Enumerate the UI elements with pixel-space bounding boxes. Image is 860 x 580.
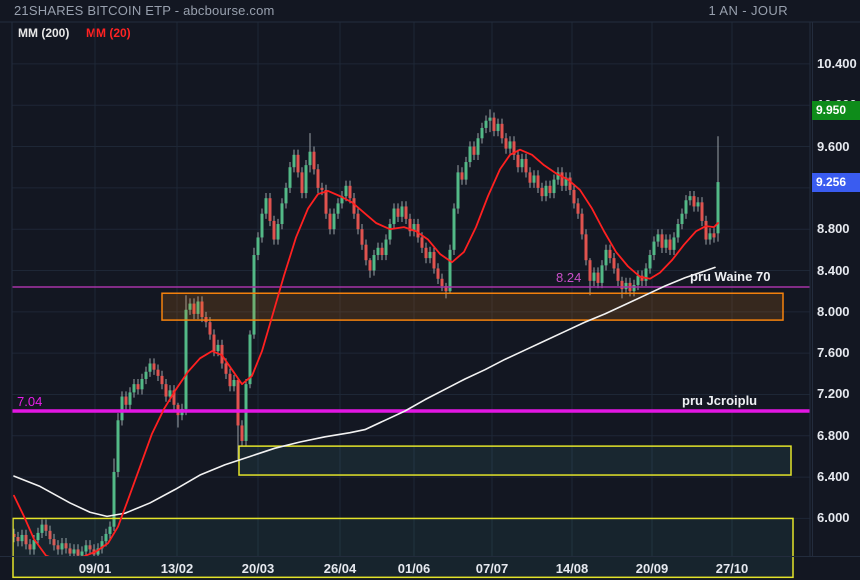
- y-axis-label: 7.600: [817, 345, 850, 361]
- y-axis-label: 6.000: [817, 510, 850, 526]
- time-axis[interactable]: [0, 556, 860, 580]
- y-axis-label: 6.800: [817, 427, 850, 443]
- y-axis-label: 6.400: [817, 469, 850, 485]
- x-axis-label: 20/09: [635, 561, 669, 576]
- candles: [12, 109, 720, 556]
- y-axis-label: 8.400: [817, 262, 850, 278]
- x-axis-label: 14/08: [555, 561, 589, 576]
- x-axis-label: 26/04: [323, 561, 357, 576]
- y-axis-label: 7.200: [817, 386, 850, 402]
- y-axis-label: 10.400: [817, 55, 857, 71]
- y-axis-label: 8.800: [817, 221, 850, 237]
- pru-waine-label[interactable]: pru Waine 70: [690, 269, 771, 285]
- ma20-line: [13, 148, 719, 556]
- price-badge-last: 9.256: [812, 172, 860, 192]
- y-axis-label: 9.600: [817, 138, 850, 154]
- price-axis[interactable]: [812, 22, 860, 556]
- x-axis-label: 13/02: [160, 561, 194, 576]
- resistance-zone-orange[interactable]: [161, 292, 784, 321]
- legend-mm20[interactable]: MM (20): [86, 26, 131, 40]
- y-axis-label: 8.000: [817, 303, 850, 319]
- header-bar: 21SHARES BITCOIN ETP - abcbourse.com 1 A…: [0, 0, 860, 22]
- level-7-04-label[interactable]: 7.04: [17, 394, 43, 409]
- x-axis-label: 01/06: [397, 561, 431, 576]
- x-axis-label: 27/10: [715, 561, 749, 576]
- legend-mm200[interactable]: MM (200): [18, 26, 70, 40]
- price-badge-high: 9.950: [812, 100, 860, 120]
- timeframe-label: 1 AN - JOUR: [708, 3, 788, 18]
- support-zone-yellow-upper[interactable]: [238, 445, 792, 476]
- x-axis-label: 07/07: [475, 561, 509, 576]
- pru-jcroiplu-label[interactable]: pru Jcroiplu: [682, 393, 758, 408]
- grid: [12, 22, 810, 556]
- x-axis-label: 09/01: [78, 561, 112, 576]
- ma200-line: [13, 266, 716, 518]
- x-axis-label: 20/03: [241, 561, 275, 576]
- instrument-title: 21SHARES BITCOIN ETP - abcbourse.com: [14, 3, 275, 18]
- level-8-24-label[interactable]: 8.24: [556, 270, 582, 286]
- support-zone-yellow-lower[interactable]: [12, 517, 794, 579]
